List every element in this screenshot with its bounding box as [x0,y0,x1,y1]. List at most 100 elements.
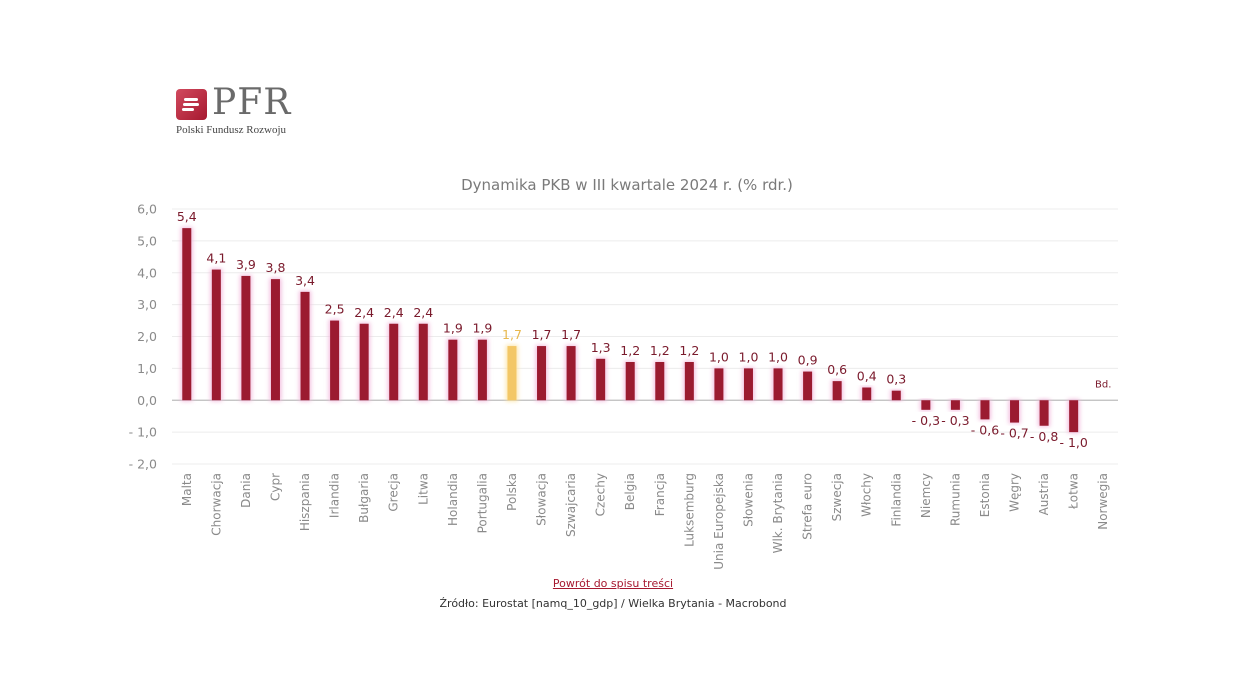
bar-niemcy [921,400,931,410]
bar-unia-europejska [714,368,724,401]
bar-estonia [980,400,990,420]
bar-finlandia [891,390,901,401]
bar-malta [182,228,192,401]
x-tick-label: Belgia [623,473,637,510]
x-tick-label: Finlandia [889,473,903,527]
data-label: - 0,8 [1030,429,1058,444]
x-tick-label: Rumunia [948,473,962,526]
x-tick-label: Włochy [860,473,874,517]
bar-irlandia [330,320,340,401]
bar-słowacja [537,346,547,401]
data-label: - 0,3 [941,413,969,428]
y-tick-label: 6,0 [137,202,157,217]
data-label: 1,2 [650,343,670,358]
pfr-logo-icon [176,89,207,120]
logo-name: PFR [212,82,292,123]
bar-portugalia [477,339,487,401]
y-tick-label: 3,0 [137,297,157,312]
data-label: - 1,0 [1059,435,1087,450]
x-tick-label: Grecja [387,473,401,512]
bar-holandia [448,339,458,401]
data-label: Bd. [1095,379,1111,390]
x-tick-label: Chorwacja [209,473,223,536]
x-tick-label: Unia Europejska [712,473,726,570]
back-to-contents-link[interactable]: Powrót do spisu treści [552,577,674,590]
data-label: 4,1 [206,251,226,266]
bar-dania [241,275,251,401]
x-tick-label: Cypr [268,473,282,501]
bar-wlk-brytania [773,368,783,401]
x-tick-label: Malta [180,473,194,506]
data-label: 5,4 [177,209,197,224]
bar-czechy [596,358,606,401]
y-tick-label: 1,0 [137,361,157,376]
data-label: - 0,6 [971,422,999,437]
data-label: 2,4 [413,305,433,320]
bar-węgry [1010,400,1020,423]
bar-włochy [862,387,872,401]
data-label: 1,2 [620,343,640,358]
bar-rumunia [950,400,960,410]
y-tick-label: 2,0 [137,329,157,344]
bar-belgia [625,362,635,401]
data-label: 1,7 [502,327,522,342]
data-label: 2,5 [325,302,345,317]
x-tick-label: Węgry [1008,473,1022,512]
data-label: - 0,7 [1000,426,1028,441]
data-label: 0,4 [857,369,877,384]
x-tick-label: Portugalia [475,473,489,533]
x-tick-label: Czechy [594,473,608,516]
x-tick-label: Luksemburg [682,473,696,547]
bar-strefa-euro [803,371,813,401]
data-label: 3,9 [236,257,256,272]
x-tick-label: Strefa euro [801,473,815,540]
y-tick-label: 5,0 [137,233,157,248]
data-label: 1,0 [709,349,729,364]
bar-grecja [389,323,399,401]
x-tick-label: Bułgaria [357,473,371,523]
x-tick-label: Norwegia [1096,473,1110,530]
data-label: 1,2 [679,343,699,358]
bar-litwa [418,323,428,401]
bar-hiszpania [300,291,310,401]
source-note: Źródło: Eurostat [namq_10_gdp] / Wielka … [439,597,787,610]
x-tick-label: Wlk. Brytania [771,473,785,553]
x-tick-label: Słowenia [741,473,755,527]
data-label: 1,9 [472,321,492,336]
data-label: 2,4 [354,305,374,320]
data-label: 3,8 [266,260,286,275]
bar-szwecja [832,381,842,401]
x-tick-label: Austria [1037,473,1051,515]
y-tick-label: - 1,0 [129,425,157,440]
x-tick-label: Hiszpania [298,473,312,531]
bar-bułgaria [359,323,369,401]
x-tick-label: Szwecja [830,473,844,521]
data-label: 1,0 [739,349,759,364]
data-label: 2,4 [384,305,404,320]
bar-polska [507,346,517,401]
y-tick-label: - 2,0 [129,457,157,472]
data-label: 1,9 [443,321,463,336]
bar-cypr [270,279,280,401]
data-label: 3,4 [295,273,315,288]
logo-subtitle: Polski Fundusz Rozwoju [176,124,287,136]
data-label: 1,7 [532,327,552,342]
y-tick-label: 4,0 [137,265,157,280]
bar-chorwacja [211,269,221,401]
x-tick-label: Francja [653,473,667,516]
bar-szwajcaria [566,346,576,401]
x-tick-label: Dania [239,473,253,508]
x-tick-label: Holandia [446,473,460,526]
bar-luksemburg [684,362,694,401]
x-tick-label: Niemcy [919,473,933,518]
data-label: 0,3 [886,372,906,387]
data-label: 1,0 [768,349,788,364]
data-label: 0,6 [827,362,847,377]
y-tick-label: 0,0 [137,393,157,408]
chart-title: Dynamika PKB w III kwartale 2024 r. (% r… [461,176,793,194]
data-label: 1,7 [561,327,581,342]
bar-słowenia [743,368,753,401]
bar-francja [655,362,665,401]
x-tick-label: Łotwa [1067,473,1081,510]
